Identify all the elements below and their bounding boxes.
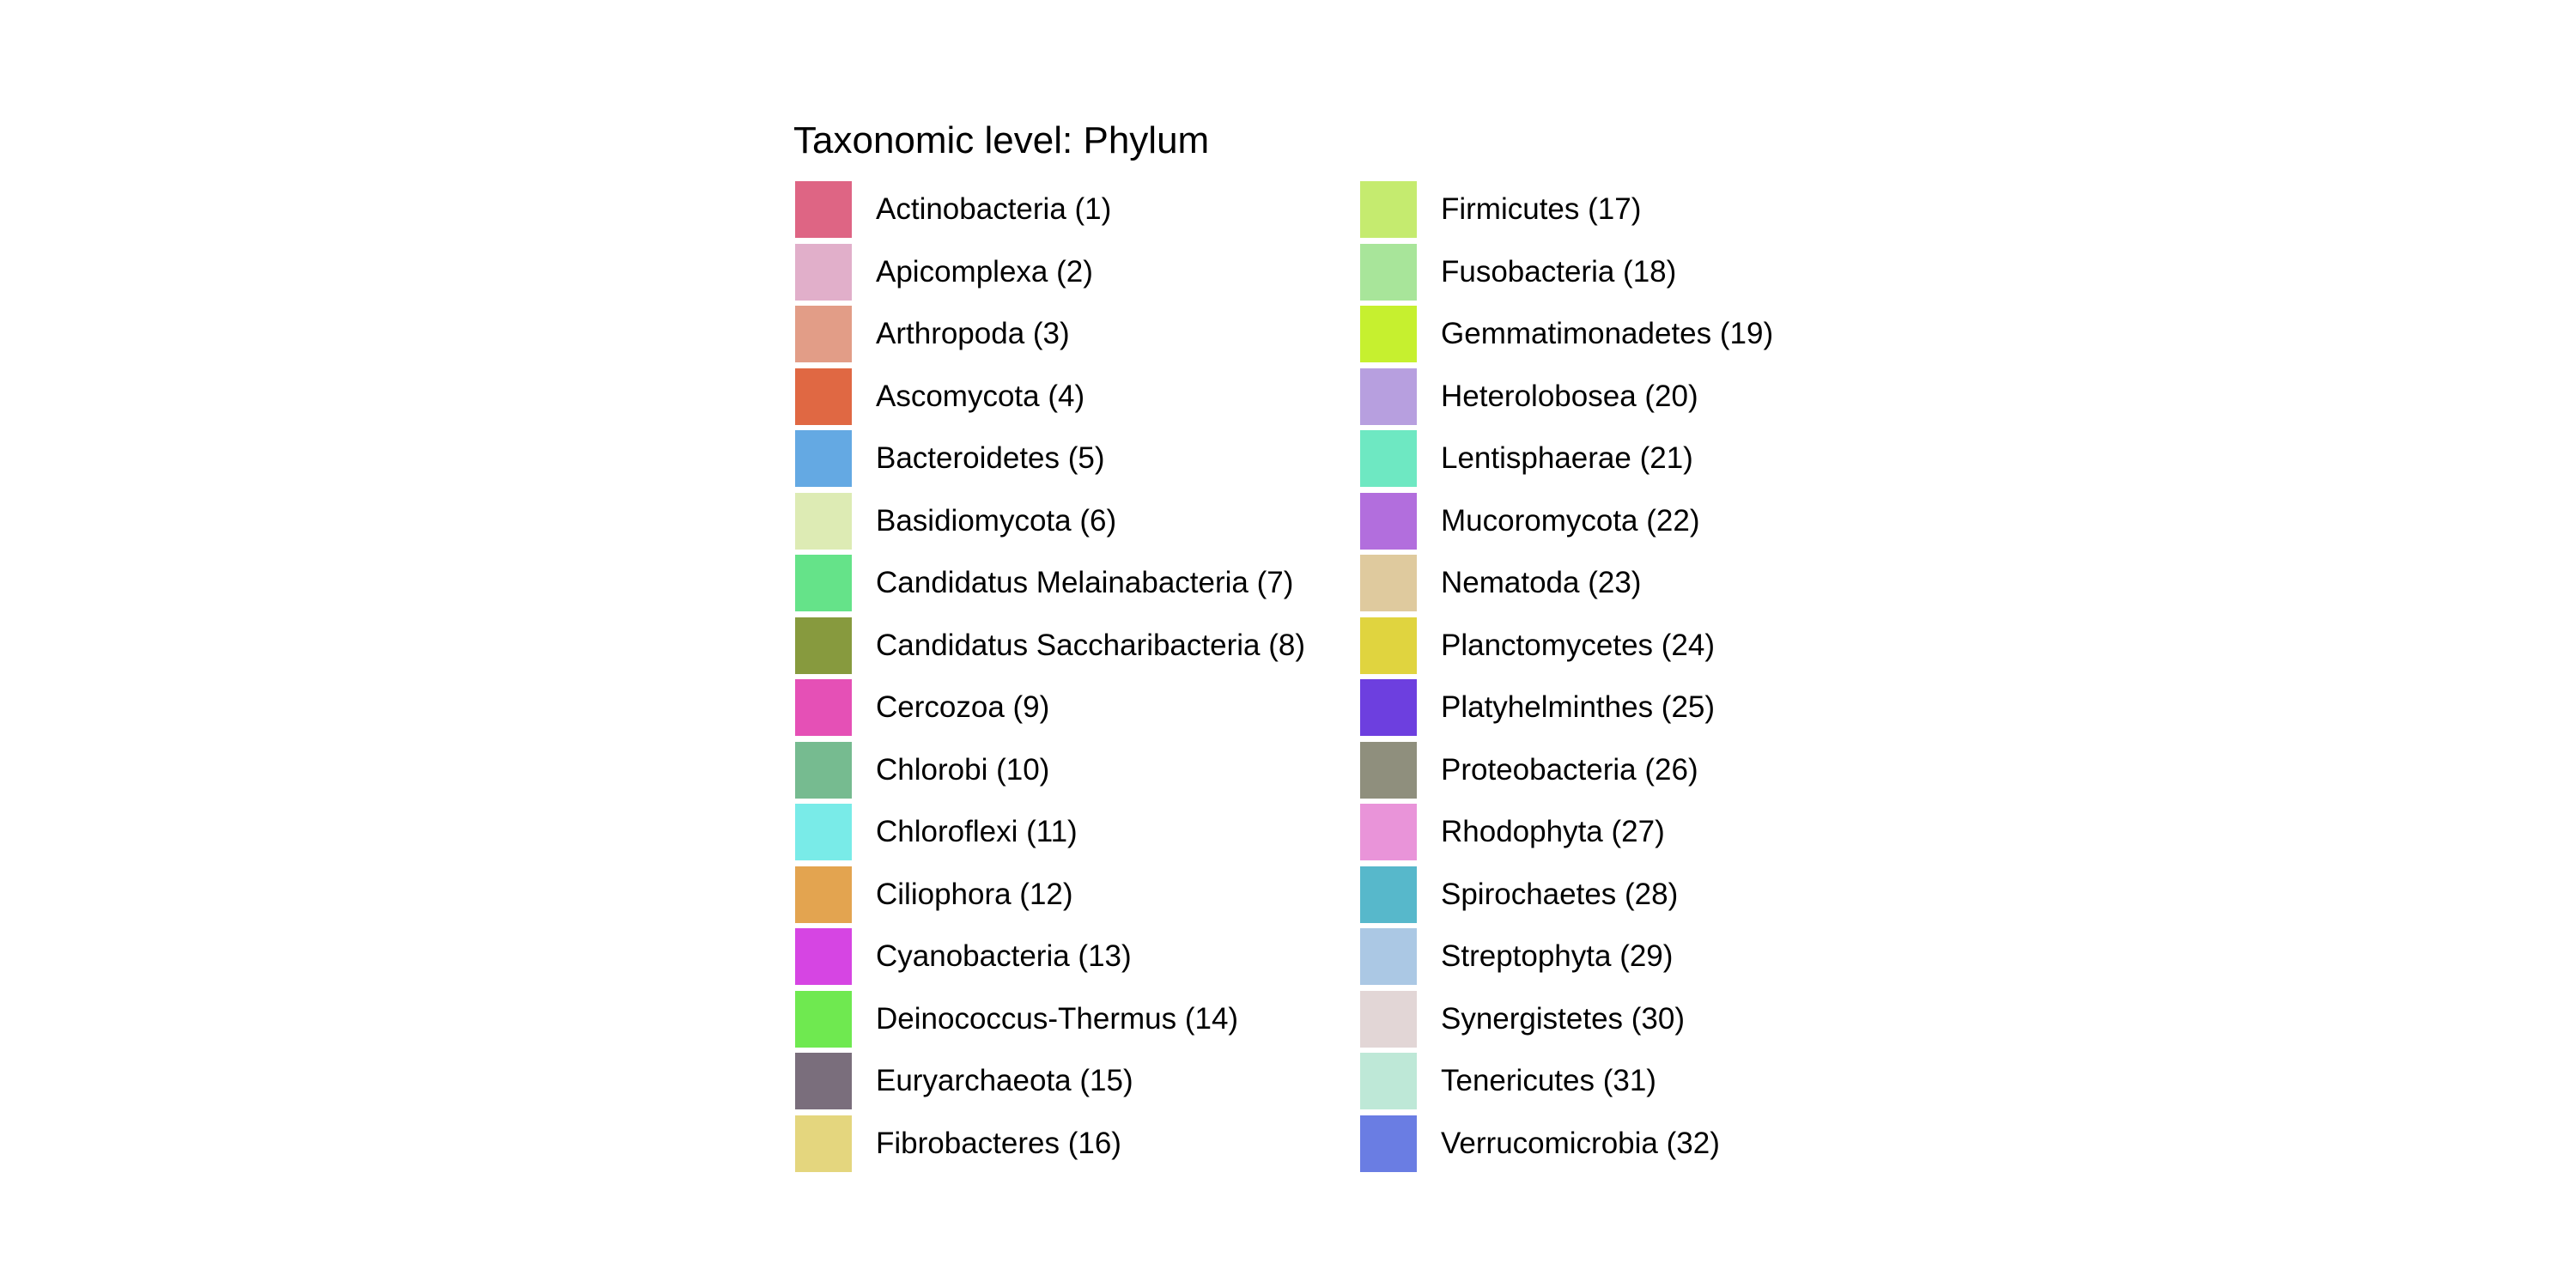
legend-entry: Bacteroidetes (5): [795, 428, 1345, 490]
legend-swatch: [1360, 928, 1417, 985]
legend-label: Gemmatimonadetes (19): [1441, 317, 1774, 350]
legend-label: Mucoromycota (22): [1441, 503, 1700, 538]
legend-swatch: [1360, 181, 1417, 238]
legend-swatch: [795, 368, 852, 425]
legend-label: Nematoda (23): [1441, 566, 1642, 599]
legend-label: Deinococcus-Thermus (14): [876, 1001, 1239, 1036]
legend-swatch: [795, 430, 852, 487]
legend-entry: Candidatus Melainabacteria (7): [795, 552, 1345, 615]
legend-swatch: [795, 555, 852, 611]
legend-label: Actinobacteria (1): [876, 192, 1112, 226]
legend-entry: Basidiomycota (6): [795, 490, 1345, 553]
legend-label: Heterolobosea (20): [1441, 379, 1698, 413]
legend-label: Synergistetes (30): [1441, 1001, 1686, 1036]
legend-label: Firmicutes (17): [1441, 192, 1642, 226]
legend-label: Arthropoda (3): [876, 317, 1070, 350]
legend-entry: Rhodophyta (27): [1360, 801, 1910, 864]
legend-entry: Tenericutes (31): [1360, 1050, 1910, 1113]
legend-label: Ciliophora (12): [876, 877, 1073, 911]
legend-entry: Cercozoa (9): [795, 677, 1345, 739]
legend-label: Apicomplexa (2): [876, 254, 1093, 289]
legend-entry: Actinobacteria (1): [795, 179, 1345, 241]
legend-entry: Candidatus Saccharibacteria (8): [795, 615, 1345, 677]
legend-swatch: [795, 181, 852, 238]
legend-label: Proteobacteria (26): [1441, 752, 1698, 787]
legend-entry: Arthropoda (3): [795, 303, 1345, 366]
legend-label: Candidatus Melainabacteria (7): [876, 566, 1294, 599]
legend-swatch: [1360, 679, 1417, 736]
legend-swatch: [1360, 804, 1417, 860]
legend-entry: Heterolobosea (20): [1360, 366, 1910, 428]
legend-title: Taxonomic level: Phylum: [793, 119, 1210, 161]
legend-entry: Deinococcus-Thermus (14): [795, 988, 1345, 1051]
legend-label: Cyanobacteria (13): [876, 939, 1132, 973]
legend-swatch: [1360, 617, 1417, 674]
legend-swatch: [1360, 990, 1417, 1048]
legend-swatch: [795, 1053, 852, 1109]
legend-swatch: [1360, 555, 1417, 611]
legend-swatch: [795, 928, 852, 985]
legend-entry: Cyanobacteria (13): [795, 926, 1345, 988]
legend-swatch: [795, 866, 852, 923]
legend-label: Chloroflexi (11): [876, 815, 1078, 848]
legend-entry: Spirochaetes (28): [1360, 864, 1910, 927]
legend-entry: Streptophyta (29): [1360, 926, 1910, 988]
legend-label: Rhodophyta (27): [1441, 815, 1665, 848]
legend-entry: Mucoromycota (22): [1360, 490, 1910, 553]
legend-label: Streptophyta (29): [1441, 939, 1674, 973]
legend-label: Spirochaetes (28): [1441, 877, 1679, 911]
legend-entry: Planctomycetes (24): [1360, 615, 1910, 677]
legend-entry: Euryarchaeota (15): [795, 1050, 1345, 1113]
legend-swatch: [795, 243, 852, 301]
legend-swatch: [1360, 741, 1417, 799]
legend-swatch: [1360, 492, 1417, 550]
legend-swatch: [1360, 866, 1417, 923]
legend-entry: Lentisphaerae (21): [1360, 428, 1910, 490]
legend-swatch: [1360, 1115, 1417, 1172]
legend-swatch: [795, 804, 852, 860]
legend-label: Basidiomycota (6): [876, 503, 1117, 538]
legend-entry: Synergistetes (30): [1360, 988, 1910, 1051]
legend-entry: Firmicutes (17): [1360, 179, 1910, 241]
legend-entry: Proteobacteria (26): [1360, 739, 1910, 802]
legend-entry: Chloroflexi (11): [795, 801, 1345, 864]
legend-entry: Chlorobi (10): [795, 739, 1345, 802]
legend-label: Platyhelminthes (25): [1441, 690, 1716, 724]
legend-label: Ascomycota (4): [876, 379, 1085, 413]
legend-label: Euryarchaeota (15): [876, 1064, 1133, 1097]
legend-label: Fusobacteria (18): [1441, 254, 1677, 289]
legend-entry: Fusobacteria (18): [1360, 241, 1910, 304]
legend-label: Bacteroidetes (5): [876, 441, 1105, 475]
legend-swatch: [795, 306, 852, 362]
legend-swatch: [1360, 1053, 1417, 1109]
legend-swatch: [795, 1115, 852, 1172]
legend-entry: Ascomycota (4): [795, 366, 1345, 428]
legend-entry: Gemmatimonadetes (19): [1360, 303, 1910, 366]
legend-label: Cercozoa (9): [876, 690, 1050, 724]
legend-swatch: [795, 679, 852, 736]
legend-label: Planctomycetes (24): [1441, 628, 1716, 662]
legend-label: Chlorobi (10): [876, 752, 1050, 787]
legend-swatch: [1360, 243, 1417, 301]
legend-swatch: [795, 492, 852, 550]
legend-label: Tenericutes (31): [1441, 1064, 1656, 1097]
legend-swatch: [795, 990, 852, 1048]
legend-swatch: [1360, 306, 1417, 362]
legend-swatch: [1360, 430, 1417, 487]
legend-entry: Ciliophora (12): [795, 864, 1345, 927]
legend-label: Fibrobacteres (16): [876, 1126, 1121, 1160]
legend-label: Verrucomicrobia (32): [1441, 1126, 1720, 1160]
legend-label: Lentisphaerae (21): [1441, 441, 1693, 475]
legend-swatch: [795, 741, 852, 799]
legend-swatch: [1360, 368, 1417, 425]
legend-entry: Fibrobacteres (16): [795, 1113, 1345, 1176]
legend-entry: Platyhelminthes (25): [1360, 677, 1910, 739]
legend-swatch: [795, 617, 852, 674]
legend-label: Candidatus Saccharibacteria (8): [876, 628, 1305, 662]
legend-entry: Verrucomicrobia (32): [1360, 1113, 1910, 1176]
legend-entry: Apicomplexa (2): [795, 241, 1345, 304]
legend-entry: Nematoda (23): [1360, 552, 1910, 615]
